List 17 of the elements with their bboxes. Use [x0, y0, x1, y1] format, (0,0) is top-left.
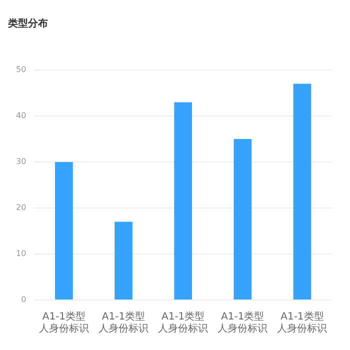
bar [174, 102, 192, 300]
x-tick-label: A1-1类型人身份标识 [277, 310, 328, 335]
y-tick-label: 10 [16, 249, 26, 258]
x-tick-label: A1-1类型人身份标识 [158, 310, 208, 335]
chart-title: 类型分布 [7, 18, 48, 30]
bar [293, 84, 312, 300]
y-tick-label: 50 [16, 65, 26, 74]
bar [55, 162, 73, 300]
y-tick-label: 30 [16, 157, 26, 166]
y-tick-label: 0 [21, 295, 26, 304]
y-tick-label: 40 [16, 111, 26, 120]
x-tick-label: A1-1类型人身份标识 [98, 310, 149, 335]
bar [114, 222, 132, 300]
x-tick-label: A1-1类型人身份标识 [218, 310, 268, 335]
bar [234, 139, 252, 300]
y-tick-label: 20 [16, 203, 26, 212]
x-tick-label: A1-1类型人身份标识 [38, 310, 89, 335]
